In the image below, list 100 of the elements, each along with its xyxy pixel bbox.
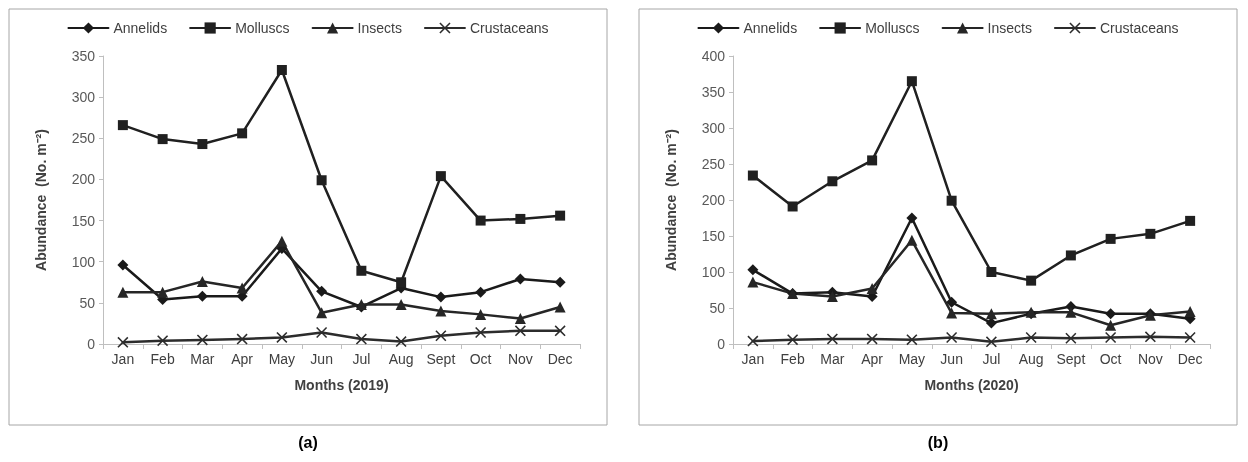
x-tick-label: Jan — [111, 351, 135, 367]
x-tick-label: Mar — [190, 351, 215, 367]
point — [826, 333, 838, 345]
point — [554, 276, 566, 288]
point — [866, 333, 878, 345]
y-axis-title: Abundance (No. m⁻²) — [33, 129, 49, 271]
point — [985, 308, 997, 320]
point — [117, 286, 129, 298]
text: (b) — [927, 433, 949, 451]
y-tick-label: 350 — [71, 48, 96, 64]
point — [554, 325, 566, 337]
point — [946, 296, 958, 308]
x-tick-label: Nov — [1137, 351, 1163, 367]
x-tick-label: Mar — [820, 351, 845, 367]
x-tick-label: May — [898, 351, 926, 367]
point — [1065, 306, 1077, 318]
x-tick-label: Jan — [741, 351, 765, 367]
point — [117, 120, 128, 131]
x-tick-label: Dec — [547, 351, 573, 367]
point — [236, 333, 248, 345]
point — [747, 264, 759, 276]
x-tick-label: Apr — [231, 351, 254, 367]
point — [435, 305, 447, 317]
y-tick-label: 250 — [701, 156, 726, 172]
legend-label: Annelids — [113, 20, 168, 36]
point — [157, 134, 168, 145]
x-tick-label: Nov — [507, 351, 533, 367]
point — [827, 176, 838, 187]
y-tick-label: 150 — [71, 212, 96, 229]
point — [475, 286, 487, 298]
x-tick-label: May — [268, 351, 296, 367]
point — [515, 213, 526, 224]
point — [555, 210, 566, 221]
x-tick-label: Aug — [388, 351, 414, 367]
y-tick-label: 400 — [701, 48, 726, 64]
point — [747, 276, 759, 288]
y-tick-label: 100 — [701, 264, 726, 280]
point — [906, 76, 917, 87]
point — [787, 334, 799, 346]
point — [1026, 275, 1037, 286]
y-tick-label: 50 — [79, 294, 96, 311]
point — [514, 325, 526, 337]
point — [157, 335, 169, 347]
point — [866, 283, 878, 295]
point — [906, 212, 918, 224]
legend-label: Crustaceans — [1099, 20, 1179, 36]
point — [514, 273, 526, 285]
y-tick-label: 100 — [71, 253, 96, 270]
point — [1065, 332, 1077, 344]
y-tick-label: 150 — [701, 228, 726, 244]
point — [356, 265, 367, 276]
point — [1144, 331, 1156, 343]
point — [435, 330, 447, 342]
point — [1065, 250, 1076, 261]
point — [906, 234, 918, 246]
y-tick-label: 300 — [701, 120, 726, 136]
point — [196, 334, 208, 346]
point — [435, 171, 446, 182]
point — [475, 215, 486, 226]
y-tick-label: 350 — [701, 84, 726, 100]
legend-label: Insects — [987, 20, 1032, 36]
point — [117, 259, 129, 271]
point — [316, 326, 328, 338]
x-tick-label: Apr — [861, 351, 884, 367]
point — [747, 170, 758, 181]
point — [1184, 332, 1196, 344]
legend-label: Molluscs — [865, 20, 920, 36]
point — [946, 332, 958, 344]
point — [395, 336, 407, 348]
y-axis-title: Abundance (No. m⁻²) — [663, 129, 679, 271]
y-tick-label: 300 — [71, 89, 96, 106]
x-tick-label: Oct — [1099, 351, 1122, 367]
x-tick-label: Aug — [1018, 351, 1044, 367]
y-tick-label: 200 — [701, 192, 726, 208]
x-axis-title: Months (2019) — [294, 377, 389, 393]
point — [787, 201, 798, 212]
text: (a) — [298, 433, 318, 451]
point — [157, 286, 169, 298]
legend-label: Crustaceans — [469, 20, 549, 36]
point — [475, 326, 487, 338]
x-tick-label: Sept — [426, 351, 456, 367]
y-tick-label: 0 — [717, 336, 726, 352]
y-tick-label: 200 — [71, 171, 96, 188]
y-tick-label: 0 — [87, 336, 96, 352]
point — [1105, 332, 1117, 344]
y-tick-label: 50 — [709, 300, 726, 316]
x-tick-label: Jul — [352, 351, 371, 367]
point — [906, 334, 918, 346]
point — [236, 282, 248, 294]
x-tick-label: Jun — [310, 351, 333, 367]
point — [946, 307, 958, 319]
y-tick-label: 250 — [71, 130, 96, 147]
point — [1105, 308, 1117, 320]
legend-label: Insects — [357, 20, 402, 36]
x-tick-label: Dec — [1177, 351, 1203, 367]
point — [867, 155, 878, 166]
point — [196, 275, 208, 287]
point — [1185, 215, 1196, 226]
x-axis-title: Months (2020) — [924, 377, 1019, 393]
point — [316, 307, 328, 319]
